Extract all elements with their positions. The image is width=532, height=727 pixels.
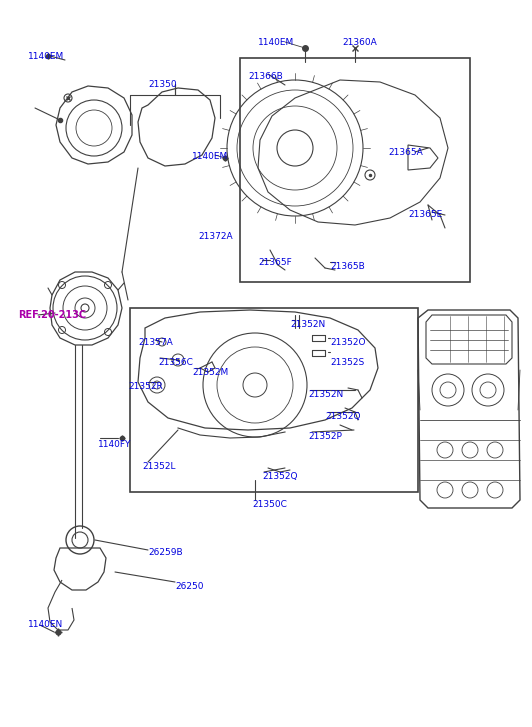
Text: 21365F: 21365F xyxy=(258,258,292,267)
Text: 21352P: 21352P xyxy=(308,432,342,441)
Text: 26259B: 26259B xyxy=(148,548,182,557)
Text: 21365A: 21365A xyxy=(388,148,423,157)
Text: 21372A: 21372A xyxy=(198,232,232,241)
Text: REF.20-213C: REF.20-213C xyxy=(18,310,86,320)
Text: 21352R: 21352R xyxy=(128,382,163,391)
Text: 21357A: 21357A xyxy=(138,338,173,347)
Text: 26250: 26250 xyxy=(175,582,204,591)
Text: 21352Q: 21352Q xyxy=(325,412,361,421)
Text: 21352O: 21352O xyxy=(330,338,365,347)
Text: 1140FY: 1140FY xyxy=(98,440,131,449)
Text: 21360A: 21360A xyxy=(342,38,377,47)
Text: 21350: 21350 xyxy=(148,80,177,89)
Text: 21365E: 21365E xyxy=(408,210,442,219)
Text: 21352L: 21352L xyxy=(142,462,176,471)
Text: 21352M: 21352M xyxy=(192,368,228,377)
Text: 1140EN: 1140EN xyxy=(28,620,63,629)
Text: 21352S: 21352S xyxy=(330,358,364,367)
Bar xyxy=(240,58,470,282)
Text: 21350C: 21350C xyxy=(252,500,287,509)
Text: 21352N: 21352N xyxy=(290,320,325,329)
Text: 21356C: 21356C xyxy=(158,358,193,367)
Text: 1140EM: 1140EM xyxy=(258,38,294,47)
Text: 21366B: 21366B xyxy=(248,72,282,81)
Text: 21352Q: 21352Q xyxy=(262,472,297,481)
Text: 1140EM: 1140EM xyxy=(28,52,64,61)
Text: 21352N: 21352N xyxy=(308,390,343,399)
Text: 1140EM: 1140EM xyxy=(192,152,228,161)
Bar xyxy=(130,308,418,492)
Text: 21365B: 21365B xyxy=(330,262,365,271)
